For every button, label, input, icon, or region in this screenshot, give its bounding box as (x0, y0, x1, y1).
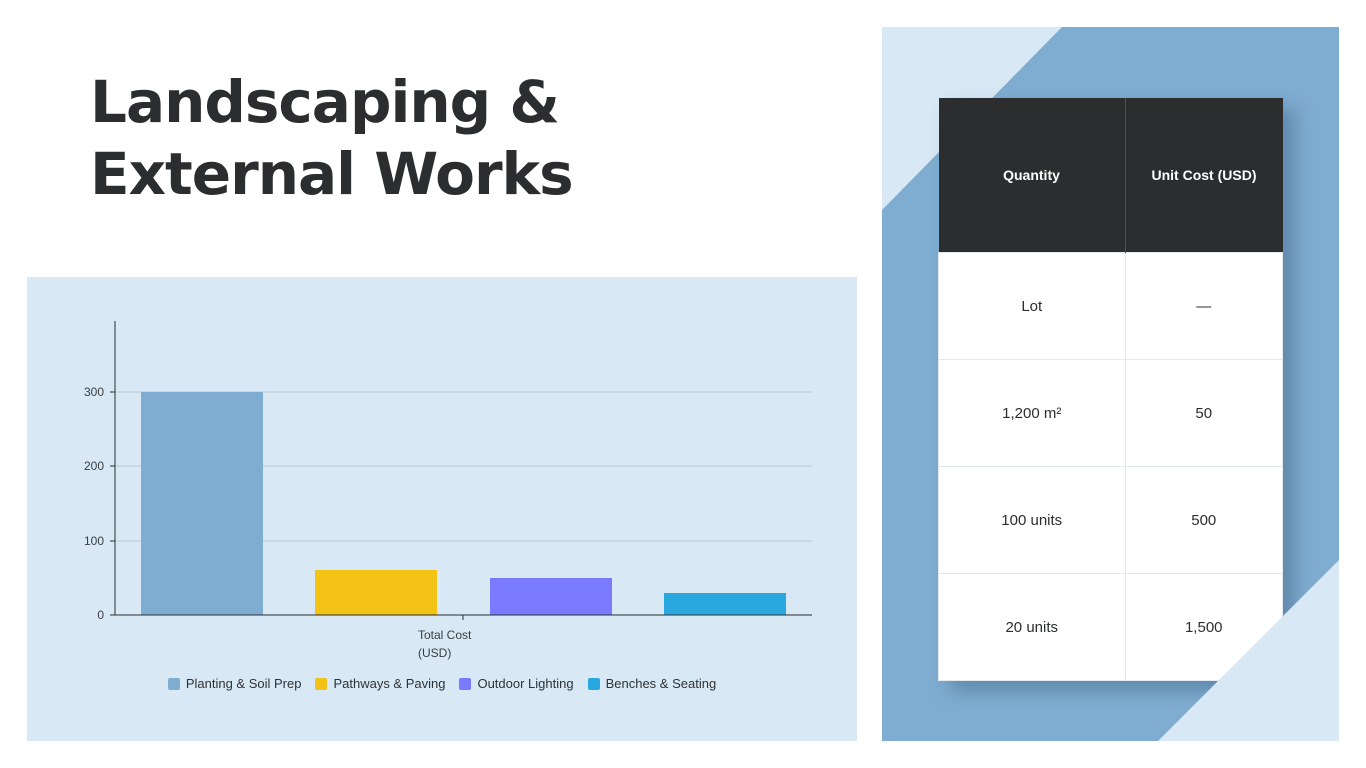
table-header-row: Quantity Unit Cost (USD) (938, 98, 1283, 253)
legend-swatch (459, 677, 472, 690)
table-panel: Quantity Unit Cost (USD) Lot — 1,200 m² … (882, 27, 1339, 741)
bar-benches-seating[interactable] (664, 593, 786, 615)
y-tick-300: 300 (84, 385, 104, 399)
title-line-2: External Works (90, 140, 574, 208)
table-row: 20 units 1,500 (938, 573, 1283, 681)
x-category-label-line1: Total Cost (418, 628, 472, 642)
legend-label: Pathways & Paving (333, 676, 446, 691)
bar-chart: 0 100 200 300 Total Cost (USD) (84, 321, 812, 660)
cost-table: Quantity Unit Cost (USD) Lot — 1,200 m² … (938, 98, 1283, 681)
y-tick-200: 200 (84, 459, 104, 473)
table-row: 100 units 500 (938, 466, 1283, 574)
legend-item-planting[interactable]: Planting & Soil Prep (167, 676, 302, 691)
y-tick-0: 0 (97, 608, 104, 622)
legend-item-benches[interactable]: Benches & Seating (587, 676, 717, 691)
bar-pathways-paving[interactable] (315, 570, 437, 615)
x-category-label-line2: (USD) (418, 646, 451, 660)
chart-legend: Planting & Soil Prep Pathways & Paving O… (27, 676, 857, 691)
cell-unit-cost: 500 (1124, 466, 1283, 574)
y-tick-100: 100 (84, 534, 104, 548)
chart-panel: 0 100 200 300 Total Cost (USD) Planting … (27, 277, 857, 741)
legend-swatch (167, 677, 180, 690)
table-row: Lot — (938, 252, 1283, 360)
title-line-1: Landscaping & (90, 68, 560, 136)
bar-planting-soil-prep[interactable] (141, 392, 263, 615)
cell-quantity: 1,200 m² (938, 359, 1126, 467)
header-quantity: Quantity (938, 98, 1126, 253)
table-row: 1,200 m² 50 (938, 359, 1283, 467)
legend-label: Outdoor Lighting (477, 676, 574, 691)
bar-outdoor-lighting[interactable] (490, 578, 612, 615)
page-title: Landscaping & External Works (90, 66, 574, 210)
legend-swatch (315, 677, 328, 690)
cell-unit-cost: 50 (1124, 359, 1283, 467)
header-unit-cost: Unit Cost (USD) (1125, 98, 1283, 253)
cell-unit-cost: 1,500 (1124, 573, 1283, 681)
cell-quantity: 100 units (938, 466, 1126, 574)
legend-item-pathways[interactable]: Pathways & Paving (315, 676, 445, 691)
legend-swatch (587, 677, 600, 690)
cell-quantity: 20 units (938, 573, 1126, 681)
legend-label: Planting & Soil Prep (185, 676, 302, 691)
cell-unit-cost: — (1124, 252, 1283, 360)
cell-quantity: Lot (938, 252, 1126, 360)
legend-label: Benches & Seating (605, 676, 717, 691)
legend-item-lighting[interactable]: Outdoor Lighting (459, 676, 574, 691)
